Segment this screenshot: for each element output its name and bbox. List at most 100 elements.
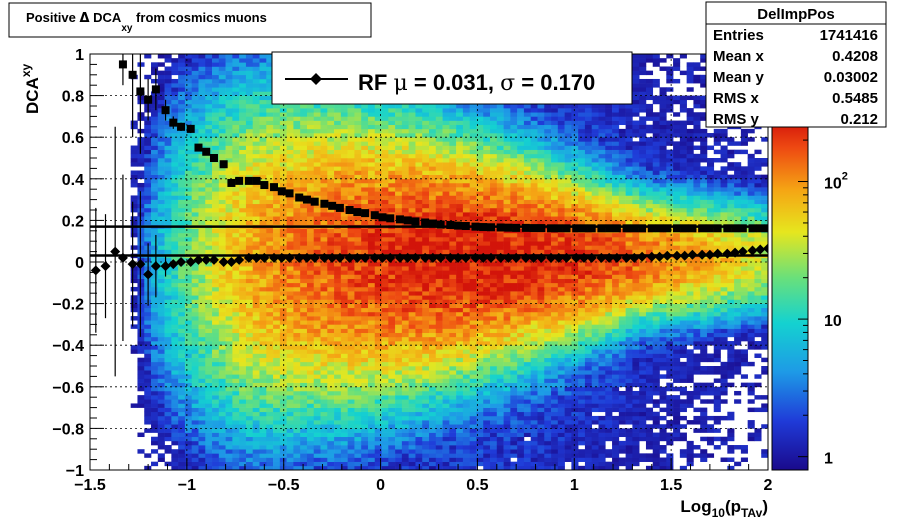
heatmap-cell — [456, 141, 464, 146]
heatmap-cell — [212, 345, 220, 350]
heatmap-cell — [381, 120, 389, 126]
heatmap-cell — [259, 386, 267, 392]
heatmap-cell — [225, 158, 233, 163]
heatmap-cell — [245, 353, 254, 358]
heatmap-cell — [239, 424, 247, 429]
heatmap-cell — [218, 241, 226, 246]
heatmap-cell — [293, 141, 301, 146]
heatmap-cell — [374, 203, 382, 209]
heatmap-cell — [367, 257, 376, 263]
heatmap-cell — [218, 395, 226, 400]
heatmap-cell — [157, 232, 165, 238]
heatmap-cell — [205, 166, 213, 171]
heatmap-cell — [164, 228, 172, 234]
heatmap-cell — [164, 445, 172, 450]
heatmap-cell — [218, 249, 226, 254]
heatmap-cell — [144, 353, 152, 358]
heatmap-cell — [422, 415, 430, 421]
heatmap-cell — [367, 332, 376, 338]
heatmap-cell — [212, 187, 220, 192]
heatmap-cell — [374, 282, 382, 288]
heatmap-cell — [347, 266, 355, 271]
heatmap-cell — [293, 216, 301, 221]
heatmap-cell — [225, 74, 233, 80]
heatmap-cell — [266, 282, 274, 288]
heatmap-cell — [347, 216, 355, 221]
heatmap-cell — [462, 316, 470, 321]
heatmap-cell — [354, 341, 362, 346]
heatmap-cell — [178, 291, 186, 296]
heatmap-cell — [198, 87, 206, 92]
heatmap-cell — [334, 212, 342, 217]
heatmap-cell — [367, 357, 376, 363]
heatmap-cell — [184, 153, 192, 159]
heatmap-cell — [151, 390, 159, 396]
heatmap-cell — [354, 145, 362, 150]
heatmap-cell — [144, 166, 152, 171]
heatmap-cell — [476, 461, 484, 467]
heatmap-cell — [212, 203, 220, 209]
heatmap-cell — [225, 220, 233, 225]
heatmap-cell — [252, 141, 260, 146]
heatmap-cell — [239, 220, 247, 225]
heatmap-cell — [171, 103, 179, 109]
heatmap-cell — [293, 149, 301, 155]
heatmap-cell — [408, 207, 416, 213]
heatmap-cell — [178, 274, 186, 279]
heatmap-cell — [191, 195, 199, 200]
heatmap-cell — [449, 386, 457, 392]
heatmap-cell — [442, 241, 450, 246]
heatmap-cell — [462, 108, 470, 113]
heatmap-cell — [388, 361, 396, 367]
heatmap-cell — [279, 291, 287, 296]
heatmap-cell — [205, 353, 213, 358]
heatmap-cell — [218, 83, 226, 88]
heatmap-cell — [422, 386, 430, 392]
heatmap-cell — [266, 182, 274, 188]
heatmap-cell — [191, 149, 199, 155]
heatmap-cell — [191, 328, 199, 334]
heatmap-cell — [157, 166, 165, 171]
heatmap-cell — [293, 187, 301, 192]
heatmap-cell — [327, 353, 335, 358]
heatmap-cell — [347, 440, 355, 446]
heatmap-cell — [334, 420, 342, 425]
heatmap-cell — [259, 153, 267, 159]
heatmap-cell — [286, 237, 294, 242]
heatmap-cell — [137, 349, 145, 354]
heatmap-cell — [164, 415, 172, 421]
heatmap-cell — [164, 382, 172, 388]
heatmap-cell — [273, 324, 281, 329]
heatmap-cell — [245, 153, 254, 159]
heatmap-cell — [259, 349, 267, 354]
heatmap-cell — [245, 58, 254, 63]
heatmap-cell — [361, 220, 369, 225]
heatmap-cell — [435, 295, 443, 300]
heatmap-cell — [144, 174, 152, 180]
heatmap-cell — [367, 303, 376, 309]
heatmap-cell — [367, 128, 376, 134]
heatmap-cell — [401, 349, 409, 354]
heatmap-cell — [266, 457, 274, 462]
heatmap-cell — [198, 66, 206, 71]
heatmap-cell — [286, 120, 294, 126]
heatmap-cell — [130, 245, 138, 250]
heatmap-cell — [449, 428, 457, 433]
heatmap-cell — [151, 178, 159, 184]
heatmap-cell — [178, 357, 186, 363]
heatmap-cell — [157, 266, 165, 271]
heatmap-cell — [347, 291, 355, 296]
heatmap-cell — [184, 174, 192, 180]
heatmap-cell — [245, 141, 254, 146]
heatmap-cell — [388, 203, 396, 209]
heatmap-cell — [178, 166, 186, 171]
heatmap-cell — [164, 141, 172, 146]
heatmap-cell — [191, 353, 199, 358]
heatmap-cell — [320, 420, 328, 425]
heatmap-cell — [245, 345, 254, 350]
heatmap-cell — [456, 445, 464, 450]
heatmap-cell — [462, 399, 470, 404]
heatmap-cell — [408, 411, 416, 417]
heatmap-cell — [313, 174, 321, 180]
heatmap-cell — [252, 282, 260, 288]
